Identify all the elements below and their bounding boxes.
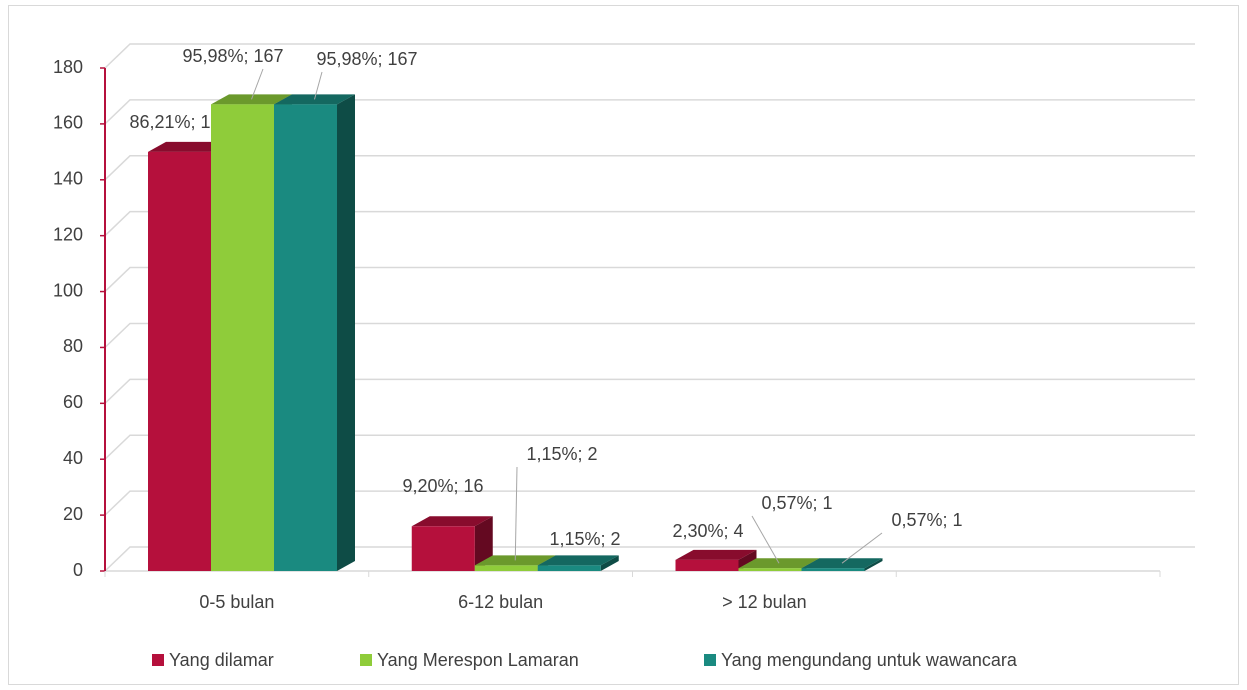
legend-swatch: [704, 654, 716, 666]
bar-front: [537, 565, 601, 571]
grid-line: [104, 99, 1195, 125]
bar-top: [411, 516, 493, 527]
value-label: 95,98%; 167: [316, 49, 417, 69]
bar-top: [675, 549, 757, 560]
bar-front: [474, 565, 538, 571]
y-tick-label: 160: [53, 113, 83, 133]
value-label: 95,98%; 167: [182, 46, 283, 66]
grid-line: [104, 490, 1195, 516]
leader-line: [514, 466, 518, 561]
legend-label: Yang dilamar: [169, 650, 274, 670]
grid-line: [104, 210, 1195, 237]
legend-swatch: [152, 654, 164, 666]
y-tick-label: 0: [73, 560, 83, 580]
y-tick-label: 80: [63, 336, 83, 356]
leader-line: [251, 68, 264, 100]
bar-side: [864, 558, 883, 571]
y-tick-label: 60: [63, 392, 83, 412]
value-label: 1,15%; 2: [526, 444, 597, 464]
bar-front: [274, 104, 337, 572]
grid-line: [104, 378, 1195, 404]
grid-line: [104, 155, 1195, 181]
bar: [537, 555, 619, 571]
grid-line: [104, 434, 1195, 460]
bar-front: [738, 568, 802, 571]
leader-line: [314, 71, 323, 100]
bar-top: [537, 555, 619, 566]
bar-front: [211, 104, 274, 572]
value-label: 2,30%; 4: [672, 521, 743, 541]
value-label: 86,21%; 150: [129, 112, 230, 132]
bar: [274, 94, 355, 572]
value-label: 1,15%; 2: [549, 529, 620, 549]
leader-line: [841, 532, 883, 564]
y-tick-label: 20: [63, 504, 83, 524]
x-tick-label: 0-5 bulan: [199, 592, 274, 612]
bar-front: [675, 559, 739, 571]
bar-side: [337, 94, 355, 572]
legend-label: Yang mengundang untuk wawancara: [721, 650, 1018, 670]
value-label: 0,57%; 1: [891, 510, 962, 530]
x-tick-label: 6-12 bulan: [458, 592, 543, 612]
value-label: 0,57%; 1: [761, 493, 832, 513]
legend-swatch: [360, 654, 372, 666]
y-tick-label: 100: [53, 280, 83, 300]
value-label: 9,20%; 16: [402, 476, 483, 496]
bar-front: [801, 568, 865, 571]
legend-label: Yang Merespon Lamaran: [377, 650, 579, 670]
bar-side: [474, 516, 493, 571]
leader-line: [751, 515, 780, 564]
bar-front: [411, 526, 475, 571]
x-tick-label: > 12 bulan: [722, 592, 807, 612]
y-tick-label: 120: [53, 224, 83, 244]
bar-front: [148, 151, 211, 572]
grid-line: [104, 322, 1195, 348]
y-tick-label: 40: [63, 448, 83, 468]
y-tick-label: 180: [53, 57, 83, 77]
bar-top: [148, 141, 229, 152]
bar: [411, 516, 493, 571]
y-tick-label: 140: [53, 169, 83, 189]
bar-side: [600, 555, 619, 571]
grid-line: [104, 43, 1195, 69]
grid-line: [104, 266, 1195, 293]
grid-line: [104, 546, 1195, 572]
